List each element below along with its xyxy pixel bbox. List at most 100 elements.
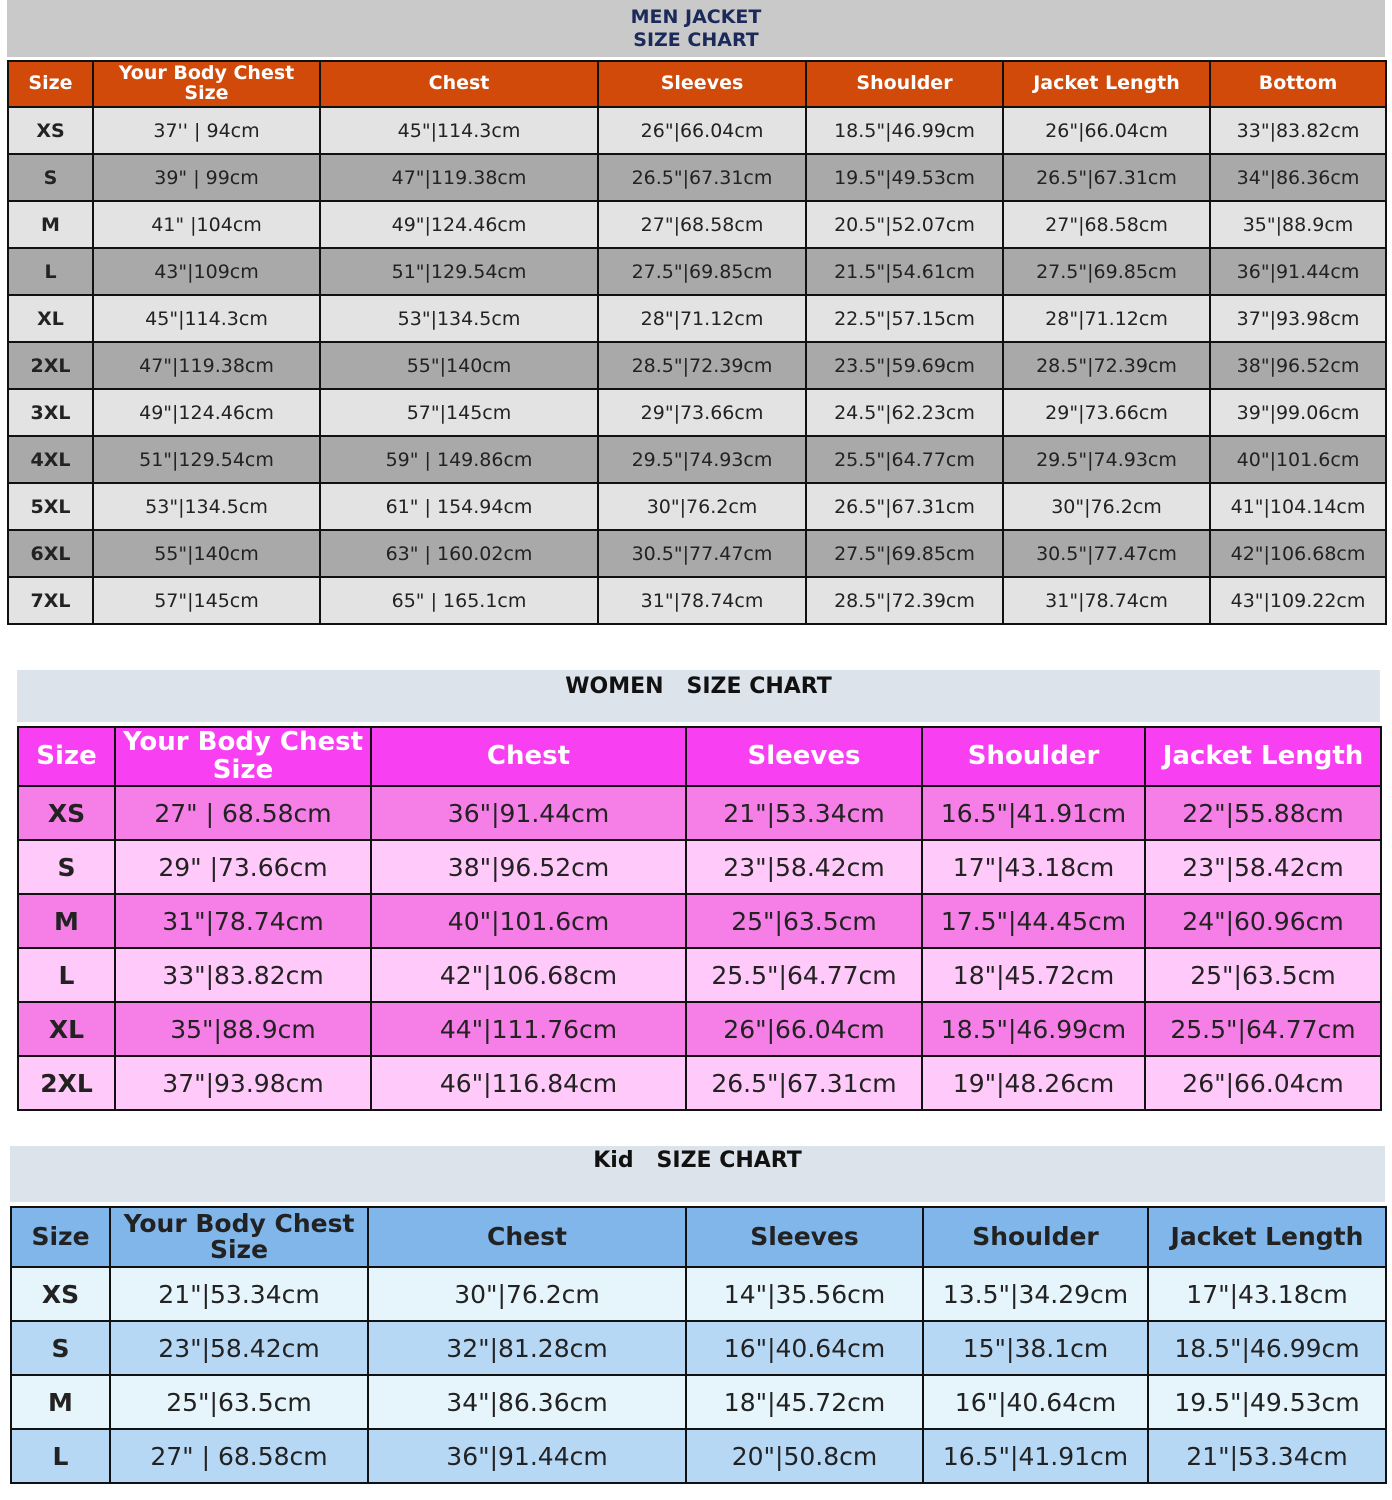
men-measurement-cell: 28.5"|72.39cm bbox=[597, 341, 807, 390]
women-measurement-cell: 17"|43.18cm bbox=[921, 839, 1146, 895]
men-measurement-cell: 29"|73.66cm bbox=[1002, 388, 1211, 437]
men-table-row: 3XL 49"|124.46cm 57"|145cm 29"|73.66cm 24.5"… bbox=[7, 388, 1387, 437]
men-measurement-cell: 19.5"|49.53cm bbox=[805, 153, 1004, 202]
men-table-row: 7XL 57"|145cm 65" | 165.1cm 31"|78.74cm 28.5… bbox=[7, 576, 1387, 625]
men-measurement-cell: 25.5"|64.77cm bbox=[805, 435, 1004, 484]
women-measurement-cell: 25.5"|64.77cm bbox=[685, 947, 923, 1003]
women-measurement-cell: 35"|88.9cm bbox=[114, 1001, 372, 1057]
women-measurement-cell: 29" |73.66cm bbox=[114, 839, 372, 895]
women-measurement-cell: 31"|78.74cm bbox=[114, 893, 372, 949]
men-size-cell: 2XL bbox=[7, 341, 94, 390]
women-column-header: Your Body Chest Size bbox=[114, 726, 372, 787]
kid-column-header: Chest bbox=[367, 1206, 687, 1268]
kid-size-table: Size Your Body Chest Size Chest Sleeves Shou… bbox=[10, 1206, 1387, 1484]
kid-measurement-cell: 30"|76.2cm bbox=[367, 1266, 687, 1322]
men-table-row: 4XL 51"|129.54cm 59" | 149.86cm 29.5"|74.93… bbox=[7, 435, 1387, 484]
kid-measurement-cell: 19.5"|49.53cm bbox=[1147, 1374, 1387, 1430]
men-measurement-cell: 53"|134.5cm bbox=[319, 294, 599, 343]
men-size-cell: S bbox=[7, 153, 94, 202]
men-measurement-cell: 53"|134.5cm bbox=[92, 482, 321, 531]
kid-column-header: Size bbox=[10, 1206, 111, 1268]
women-header-row: Size Your Body Chest Size Chest Sleeves Shou… bbox=[17, 726, 1382, 787]
kid-measurement-cell: 16"|40.64cm bbox=[922, 1374, 1149, 1430]
men-measurement-cell: 30"|76.2cm bbox=[1002, 482, 1211, 531]
men-measurement-cell: 45"|114.3cm bbox=[319, 106, 599, 155]
men-table-row: L 43"|109cm 51"|129.54cm 27.5"|69.85cm 21.5"… bbox=[7, 247, 1387, 296]
kid-measurement-cell: 14"|35.56cm bbox=[685, 1266, 924, 1322]
kid-table-row: XS 21"|53.34cm 30"|76.2cm 14"|35.56cm 13.5"|… bbox=[10, 1266, 1387, 1322]
men-size-cell: 3XL bbox=[7, 388, 94, 437]
men-measurement-cell: 65" | 165.1cm bbox=[319, 576, 599, 625]
kid-size-cell: M bbox=[10, 1374, 111, 1430]
women-column-header: Size bbox=[17, 726, 116, 787]
women-measurement-cell: 16.5"|41.91cm bbox=[921, 785, 1146, 841]
women-measurement-cell: 21"|53.34cm bbox=[685, 785, 923, 841]
women-measurement-cell: 18.5"|46.99cm bbox=[921, 1001, 1146, 1057]
men-size-cell: 7XL bbox=[7, 576, 94, 625]
men-measurement-cell: 26.5"|67.31cm bbox=[597, 153, 807, 202]
men-measurement-cell: 57"|145cm bbox=[92, 576, 321, 625]
women-size-cell: S bbox=[17, 839, 116, 895]
men-measurement-cell: 27.5"|69.85cm bbox=[597, 247, 807, 296]
women-size-cell: L bbox=[17, 947, 116, 1003]
kid-measurement-cell: 21"|53.34cm bbox=[109, 1266, 369, 1322]
women-measurement-cell: 27" | 68.58cm bbox=[114, 785, 372, 841]
men-column-header: Your Body Chest Size bbox=[92, 60, 321, 108]
men-title-line2: SIZE CHART bbox=[633, 29, 759, 51]
women-table-row: XS 27" | 68.58cm 36"|91.44cm 21"|53.34cm 16.… bbox=[17, 785, 1382, 841]
women-title-text: WOMEN SIZE CHART bbox=[565, 674, 832, 699]
men-measurement-cell: 30.5"|77.47cm bbox=[597, 529, 807, 578]
men-measurement-cell: 41"|104.14cm bbox=[1209, 482, 1387, 531]
women-column-header: Jacket Length bbox=[1144, 726, 1382, 787]
men-measurement-cell: 63" | 160.02cm bbox=[319, 529, 599, 578]
men-measurement-cell: 37'' | 94cm bbox=[92, 106, 321, 155]
men-column-header: Shoulder bbox=[805, 60, 1004, 108]
kid-column-header: Sleeves bbox=[685, 1206, 924, 1268]
women-measurement-cell: 23"|58.42cm bbox=[1144, 839, 1382, 895]
men-measurement-cell: 59" | 149.86cm bbox=[319, 435, 599, 484]
men-measurement-cell: 43"|109cm bbox=[92, 247, 321, 296]
men-measurement-cell: 21.5"|54.61cm bbox=[805, 247, 1004, 296]
men-measurement-cell: 28"|71.12cm bbox=[1002, 294, 1211, 343]
kid-measurement-cell: 18"|45.72cm bbox=[685, 1374, 924, 1430]
men-measurement-cell: 29"|73.66cm bbox=[597, 388, 807, 437]
men-table-row: XS 37'' | 94cm 45"|114.3cm 26"|66.04cm 18.5"… bbox=[7, 106, 1387, 155]
men-column-header: Chest bbox=[319, 60, 599, 108]
men-measurement-cell: 36"|91.44cm bbox=[1209, 247, 1387, 296]
women-size-cell: XS bbox=[17, 785, 116, 841]
men-measurement-cell: 45"|114.3cm bbox=[92, 294, 321, 343]
kid-measurement-cell: 32"|81.28cm bbox=[367, 1320, 687, 1376]
men-measurement-cell: 28.5"|72.39cm bbox=[805, 576, 1004, 625]
men-table-row: 5XL 53"|134.5cm 61" | 154.94cm 30"|76.2cm 26… bbox=[7, 482, 1387, 531]
men-column-header: Bottom bbox=[1209, 60, 1387, 108]
men-size-cell: 4XL bbox=[7, 435, 94, 484]
women-size-cell: XL bbox=[17, 1001, 116, 1057]
men-measurement-cell: 29.5"|74.93cm bbox=[597, 435, 807, 484]
men-size-cell: XS bbox=[7, 106, 94, 155]
kid-measurement-cell: 27" | 68.58cm bbox=[109, 1428, 369, 1484]
kid-measurement-cell: 34"|86.36cm bbox=[367, 1374, 687, 1430]
kid-measurement-cell: 20"|50.8cm bbox=[685, 1428, 924, 1484]
women-measurement-cell: 25"|63.5cm bbox=[685, 893, 923, 949]
kid-header-row: Size Your Body Chest Size Chest Sleeves Shou… bbox=[10, 1206, 1387, 1268]
women-size-table: Size Your Body Chest Size Chest Sleeves Shou… bbox=[17, 726, 1382, 1111]
kid-measurement-cell: 13.5"|34.29cm bbox=[922, 1266, 1149, 1322]
men-measurement-cell: 33"|83.82cm bbox=[1209, 106, 1387, 155]
men-measurement-cell: 28"|71.12cm bbox=[597, 294, 807, 343]
men-measurement-cell: 42"|106.68cm bbox=[1209, 529, 1387, 578]
men-measurement-cell: 27"|68.58cm bbox=[597, 200, 807, 249]
women-measurement-cell: 19"|48.26cm bbox=[921, 1055, 1146, 1111]
women-measurement-cell: 38"|96.52cm bbox=[370, 839, 687, 895]
men-measurement-cell: 28.5"|72.39cm bbox=[1002, 341, 1211, 390]
women-measurement-cell: 25.5"|64.77cm bbox=[1144, 1001, 1382, 1057]
men-size-cell: XL bbox=[7, 294, 94, 343]
men-measurement-cell: 26.5"|67.31cm bbox=[805, 482, 1004, 531]
men-measurement-cell: 37"|93.98cm bbox=[1209, 294, 1387, 343]
men-table-row: M 41" |104cm 49"|124.46cm 27"|68.58cm 20.5"|… bbox=[7, 200, 1387, 249]
men-measurement-cell: 30.5"|77.47cm bbox=[1002, 529, 1211, 578]
women-table-row: M 31"|78.74cm 40"|101.6cm 25"|63.5cm 17.5"|4… bbox=[17, 893, 1382, 949]
kid-measurement-cell: 16.5"|41.91cm bbox=[922, 1428, 1149, 1484]
men-measurement-cell: 29.5"|74.93cm bbox=[1002, 435, 1211, 484]
kid-size-cell: L bbox=[10, 1428, 111, 1484]
men-measurement-cell: 22.5"|57.15cm bbox=[805, 294, 1004, 343]
